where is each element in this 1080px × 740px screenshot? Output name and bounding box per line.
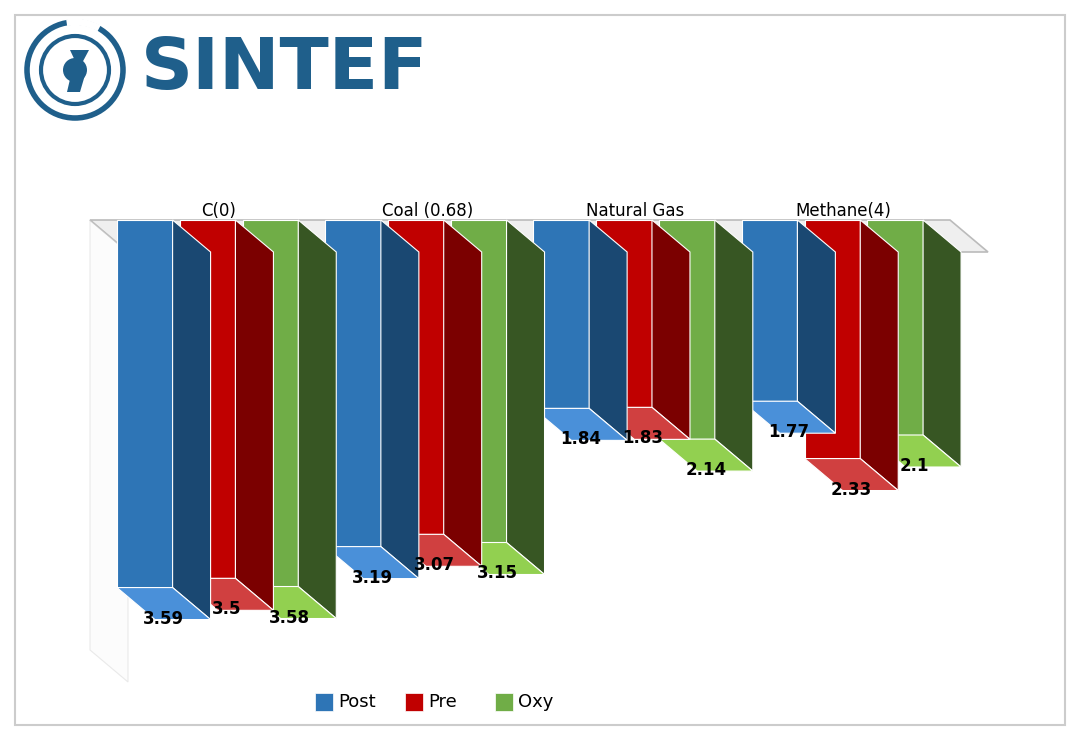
Text: 2.1: 2.1 xyxy=(900,457,929,475)
Text: Pre: Pre xyxy=(428,693,457,711)
Polygon shape xyxy=(381,220,419,579)
Text: 3.07: 3.07 xyxy=(415,556,456,574)
Circle shape xyxy=(63,58,87,82)
Polygon shape xyxy=(325,220,381,547)
Polygon shape xyxy=(589,220,627,440)
Text: Methane(4): Methane(4) xyxy=(796,202,892,220)
Text: 2.14: 2.14 xyxy=(686,461,727,479)
Bar xyxy=(315,693,333,711)
Polygon shape xyxy=(173,220,211,619)
Polygon shape xyxy=(90,220,988,252)
Polygon shape xyxy=(117,220,173,588)
Polygon shape xyxy=(534,408,627,440)
Polygon shape xyxy=(797,220,836,433)
Polygon shape xyxy=(652,220,690,440)
Polygon shape xyxy=(243,587,336,619)
Text: Coal (0.68): Coal (0.68) xyxy=(381,202,473,220)
Text: 3.58: 3.58 xyxy=(269,608,310,627)
Polygon shape xyxy=(805,459,899,491)
Text: Natural Gas
(3.82): Natural Gas (3.82) xyxy=(586,202,685,240)
Polygon shape xyxy=(450,542,544,574)
Polygon shape xyxy=(923,220,961,467)
Polygon shape xyxy=(742,220,797,401)
Bar xyxy=(405,693,423,711)
Bar xyxy=(495,693,513,711)
Text: 2.33: 2.33 xyxy=(831,480,872,499)
Polygon shape xyxy=(715,220,753,471)
Polygon shape xyxy=(67,50,89,92)
Polygon shape xyxy=(117,588,211,619)
Polygon shape xyxy=(534,220,589,408)
Polygon shape xyxy=(867,220,923,435)
Text: 3.59: 3.59 xyxy=(144,610,185,628)
Polygon shape xyxy=(235,220,273,610)
Polygon shape xyxy=(805,220,861,459)
Text: 3.19: 3.19 xyxy=(351,568,393,587)
Polygon shape xyxy=(659,220,715,439)
Polygon shape xyxy=(388,534,482,566)
Polygon shape xyxy=(659,439,753,471)
Polygon shape xyxy=(861,220,899,491)
Text: 1.77: 1.77 xyxy=(768,423,809,441)
Polygon shape xyxy=(243,220,298,587)
Text: SINTEF: SINTEF xyxy=(141,36,429,104)
Text: 3.5: 3.5 xyxy=(212,600,241,619)
Polygon shape xyxy=(298,220,336,619)
Polygon shape xyxy=(596,407,690,440)
Polygon shape xyxy=(507,220,544,574)
Text: 1.84: 1.84 xyxy=(559,431,600,448)
Text: Oxy: Oxy xyxy=(518,693,553,711)
Polygon shape xyxy=(444,220,482,566)
Polygon shape xyxy=(90,220,129,682)
Polygon shape xyxy=(179,579,273,610)
Text: 3.15: 3.15 xyxy=(477,565,518,582)
Text: Post: Post xyxy=(338,693,376,711)
Polygon shape xyxy=(742,401,836,433)
Polygon shape xyxy=(179,220,235,579)
Polygon shape xyxy=(450,220,507,542)
Polygon shape xyxy=(325,547,419,579)
Polygon shape xyxy=(867,435,961,467)
Polygon shape xyxy=(596,220,652,407)
Text: 1.83: 1.83 xyxy=(623,429,663,448)
Text: C(0): C(0) xyxy=(202,202,237,220)
Polygon shape xyxy=(388,220,444,534)
